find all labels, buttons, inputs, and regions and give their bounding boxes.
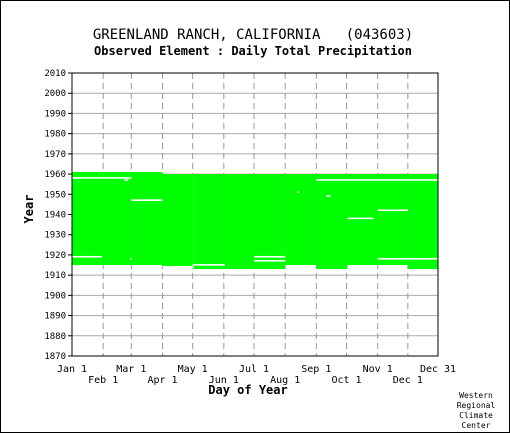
data-coverage-layer xyxy=(72,172,438,270)
y-tick-label-1920: 1920 xyxy=(44,251,66,261)
x-tick-label-bottom-5: Dec 1 xyxy=(393,375,423,386)
y-tick-label-1890: 1890 xyxy=(44,312,66,322)
missing-gap-11 xyxy=(326,195,331,197)
x-axis-tick-labels-row2: Feb 1 Apr 1 Jun 1 Aug 1 Oct 1 Dec 1 xyxy=(88,375,423,386)
x-tick-label-bottom-0: Feb 1 xyxy=(88,375,118,386)
y-tick-label-1910: 1910 xyxy=(44,271,66,281)
coverage-segment-7 xyxy=(347,174,408,266)
y-axis-label: Year xyxy=(22,195,36,224)
credit-line-4: Center xyxy=(462,421,491,430)
x-tick-label-top-0: Jan 1 xyxy=(57,364,87,375)
x-tick-label-top-3: Jul 1 xyxy=(239,364,269,375)
missing-gap-4 xyxy=(131,199,163,201)
coverage-segment-3 xyxy=(193,174,224,270)
y-tick-label-1880: 1880 xyxy=(44,332,66,342)
y-tick-label-1950: 1950 xyxy=(44,190,66,200)
chart-title: GREENLAND RANCH, CALIFORNIA (043603) xyxy=(93,27,413,43)
x-tick-label-bottom-4: Oct 1 xyxy=(331,375,361,386)
credit-line-2: Regional xyxy=(457,401,496,410)
x-tick-label-bottom-3: Aug 1 xyxy=(270,375,300,386)
x-tick-label-top-6: Dec 31 xyxy=(420,364,456,375)
missing-gap-5 xyxy=(162,266,194,268)
missing-gap-9 xyxy=(297,191,300,193)
x-tick-label-top-4: Sep 1 xyxy=(301,364,331,375)
y-tick-label-1900: 1900 xyxy=(44,291,66,301)
coverage-segment-8 xyxy=(407,174,438,270)
y-tick-label-2010: 2010 xyxy=(44,69,66,79)
missing-gap-7 xyxy=(253,255,286,258)
y-axis-tick-labels: 1870 1880 1890 1900 1910 1920 1930 1940 1950 1960… xyxy=(44,69,72,362)
y-tick-label-2000: 2000 xyxy=(44,89,66,99)
x-tick-label-bottom-2: Jun 1 xyxy=(209,375,239,386)
coverage-segment-1 xyxy=(131,172,163,266)
missing-gap-8 xyxy=(253,259,286,262)
x-tick-label-top-1: Mar 1 xyxy=(116,364,146,375)
missing-gap-13 xyxy=(377,209,408,212)
coverage-segment-6 xyxy=(316,174,348,270)
missing-gap-2 xyxy=(124,179,129,181)
coverage-segment-5 xyxy=(285,174,317,266)
x-tick-label-top-5: Nov 1 xyxy=(363,364,393,375)
coverage-segment-4 xyxy=(223,174,286,270)
y-tick-label-1960: 1960 xyxy=(44,170,66,180)
y-tick-label-1980: 1980 xyxy=(44,130,66,140)
chart-subtitle: Observed Element : Daily Total Precipita… xyxy=(94,44,412,58)
y-tick-label-1970: 1970 xyxy=(44,150,66,160)
x-axis-tick-labels-row1: Jan 1 Mar 1 May 1 Jul 1 Sep 1 Nov 1 Dec 31 xyxy=(57,364,456,375)
missing-gap-3 xyxy=(130,257,132,260)
missing-gap-10 xyxy=(316,179,438,181)
x-tick-label-top-2: May 1 xyxy=(178,364,208,375)
credit-line-3: Climate xyxy=(459,411,493,420)
missing-data-layer xyxy=(72,177,438,268)
missing-gap-0 xyxy=(72,177,132,179)
y-tick-label-1990: 1990 xyxy=(44,109,66,119)
missing-gap-6 xyxy=(192,264,225,266)
y-tick-label-1930: 1930 xyxy=(44,231,66,241)
x-axis-label: Day of Year xyxy=(208,383,287,397)
coverage-segment-0 xyxy=(72,172,132,266)
x-tick-label-bottom-1: Apr 1 xyxy=(147,375,177,386)
missing-gap-14 xyxy=(377,257,438,260)
y-tick-label-1940: 1940 xyxy=(44,211,66,221)
coverage-segment-2 xyxy=(162,174,194,268)
missing-gap-12 xyxy=(347,217,374,220)
y-tick-label-1870: 1870 xyxy=(44,352,66,362)
wrcc-credit: Western Regional Climate Center xyxy=(457,391,496,430)
missing-gap-1 xyxy=(72,255,103,258)
credit-line-1: Western xyxy=(459,391,493,400)
